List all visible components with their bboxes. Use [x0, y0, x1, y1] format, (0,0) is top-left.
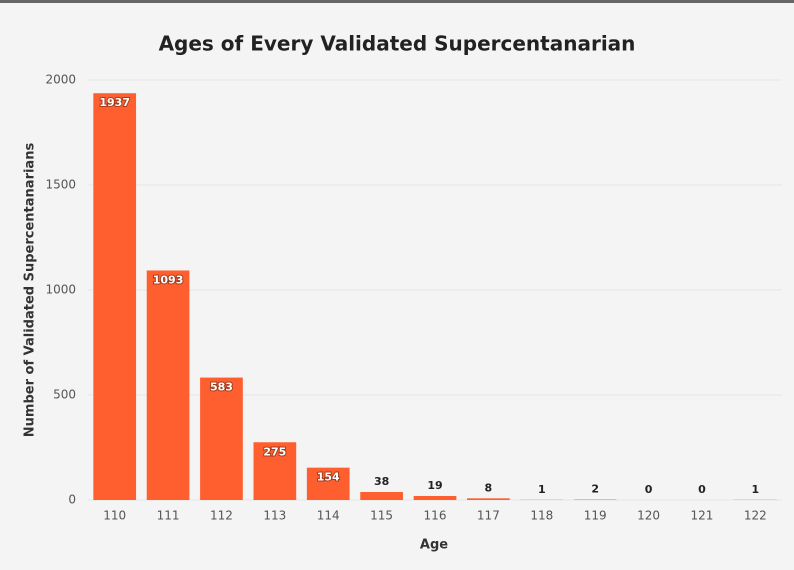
chart-title: Ages of Every Validated Supercentanarian: [159, 32, 636, 56]
value-label: 8: [485, 481, 493, 494]
value-label: 2: [591, 483, 599, 496]
x-axis-title: Age: [420, 538, 448, 553]
bar: [146, 270, 190, 500]
bar: [200, 377, 243, 500]
bar: [253, 442, 297, 500]
x-tick-label: 122: [744, 509, 767, 523]
x-tick-label: 121: [690, 509, 713, 523]
x-tick-label: 110: [103, 509, 126, 523]
bar: [306, 467, 350, 500]
bar: [413, 496, 457, 500]
x-tick-label: 117: [477, 509, 500, 523]
value-label: 0: [698, 483, 706, 496]
value-label: 1: [751, 483, 759, 496]
x-tick-label: 114: [317, 509, 340, 523]
x-tick-label: 116: [424, 509, 447, 523]
value-label: 19: [427, 479, 442, 492]
bar: [360, 492, 403, 500]
value-label: 275: [263, 445, 286, 458]
y-tick-label: 0: [68, 493, 76, 507]
x-tick-label: 111: [157, 509, 180, 523]
value-label: 154: [317, 471, 340, 484]
y-tick-label: 500: [53, 388, 76, 402]
y-tick-label: 2000: [45, 73, 76, 87]
value-label: 38: [374, 475, 389, 488]
x-tick-label: 112: [210, 509, 233, 523]
top-border: [0, 0, 794, 3]
value-label: 1: [538, 483, 546, 496]
value-label: 0: [645, 483, 653, 496]
x-tick-label: 119: [584, 509, 607, 523]
value-label: 1093: [153, 273, 184, 286]
y-axis-title: Number of Validated Supercentanarians: [23, 143, 38, 438]
value-label: 1937: [99, 96, 130, 109]
value-label: 583: [210, 381, 233, 394]
bar: [467, 498, 510, 500]
x-tick-label: 118: [530, 509, 553, 523]
x-tick-label: 115: [370, 509, 393, 523]
y-tick-label: 1500: [45, 178, 76, 192]
y-tick-label: 1000: [45, 283, 76, 297]
x-tick-label: 113: [263, 509, 286, 523]
bar: [93, 93, 137, 500]
x-tick-label: 120: [637, 509, 660, 523]
